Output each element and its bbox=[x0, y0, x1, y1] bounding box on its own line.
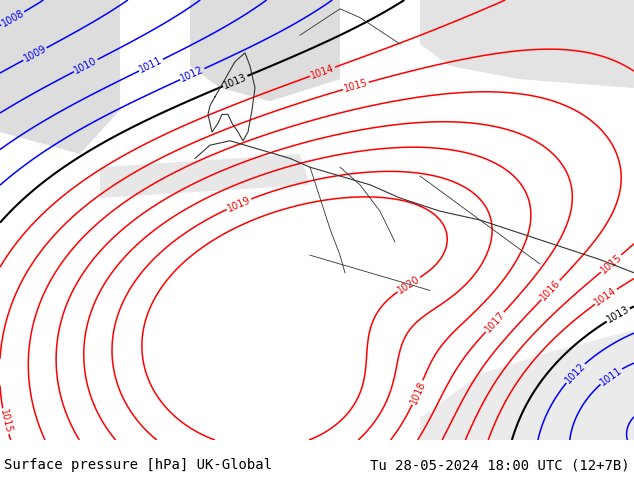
Text: 1012: 1012 bbox=[179, 65, 205, 84]
Text: 1017: 1017 bbox=[482, 310, 507, 335]
Text: 1020: 1020 bbox=[396, 273, 422, 295]
Text: 1011: 1011 bbox=[598, 365, 624, 387]
Polygon shape bbox=[100, 154, 310, 198]
Text: 1018: 1018 bbox=[408, 379, 427, 406]
Text: 1013: 1013 bbox=[222, 72, 249, 90]
Polygon shape bbox=[0, 0, 120, 154]
Text: 1019: 1019 bbox=[226, 195, 252, 214]
Text: Surface pressure [hPa] UK-Global: Surface pressure [hPa] UK-Global bbox=[4, 458, 272, 472]
Text: 1014: 1014 bbox=[309, 63, 336, 80]
Text: 1015: 1015 bbox=[343, 77, 369, 94]
Text: 1010: 1010 bbox=[73, 55, 99, 75]
Polygon shape bbox=[420, 330, 634, 440]
Text: 1008: 1008 bbox=[0, 8, 26, 29]
Text: 1016: 1016 bbox=[538, 278, 562, 302]
Polygon shape bbox=[420, 0, 634, 88]
Text: 1015: 1015 bbox=[0, 408, 13, 435]
Text: Tu 28-05-2024 18:00 UTC (12+7B): Tu 28-05-2024 18:00 UTC (12+7B) bbox=[370, 458, 630, 472]
Text: 1012: 1012 bbox=[563, 361, 587, 386]
Text: 1015: 1015 bbox=[598, 252, 624, 275]
Polygon shape bbox=[190, 0, 340, 101]
Text: 1009: 1009 bbox=[22, 44, 48, 64]
Text: 1011: 1011 bbox=[138, 55, 164, 75]
Text: 1013: 1013 bbox=[605, 304, 631, 325]
Text: 1014: 1014 bbox=[593, 286, 619, 308]
